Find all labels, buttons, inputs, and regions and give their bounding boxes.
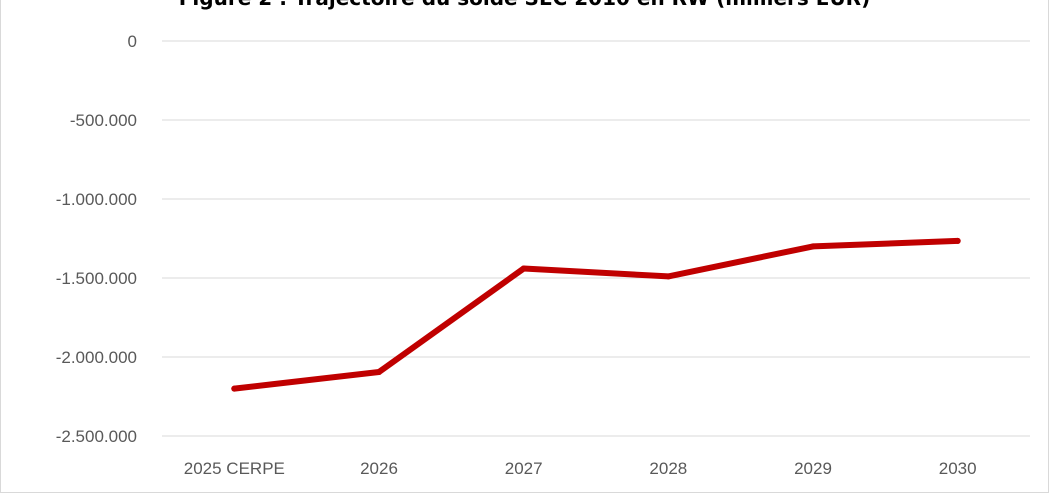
y-tick-label: 0 (128, 32, 137, 51)
series-line (231, 237, 961, 392)
y-tick-label: -500.000 (70, 111, 137, 130)
y-axis-tick-labels: 0 -500.000 -1.000.000 -1.500.000 -2.000.000 -… (56, 32, 137, 446)
data-point (954, 237, 961, 244)
data-point (520, 265, 527, 272)
data-point (376, 369, 382, 376)
y-tick-label: -2.500.000 (56, 427, 137, 446)
y-tick-label: -2.000.000 (56, 348, 137, 367)
x-tick-label: 2028 (649, 459, 687, 478)
y-tick-label: -1.000.000 (56, 190, 137, 209)
gridlines (162, 40, 1030, 437)
x-tick-label: 2030 (939, 459, 977, 478)
x-tick-label: 2026 (360, 459, 398, 478)
data-point (231, 385, 238, 392)
series-line-group (231, 237, 961, 392)
chart-title: Figure 2 : Trajectoire du solde SEC 2010… (0, 0, 1049, 10)
x-axis-tick-labels: 2025 CERPE 2026 2027 2028 2029 2030 (184, 459, 977, 478)
y-tick-label: -1.500.000 (56, 269, 137, 288)
data-point (665, 273, 672, 280)
x-tick-label: 2027 (505, 459, 543, 478)
data-point (810, 243, 816, 250)
x-tick-label: 2029 (794, 459, 832, 478)
x-tick-label: 2025 CERPE (184, 459, 285, 478)
